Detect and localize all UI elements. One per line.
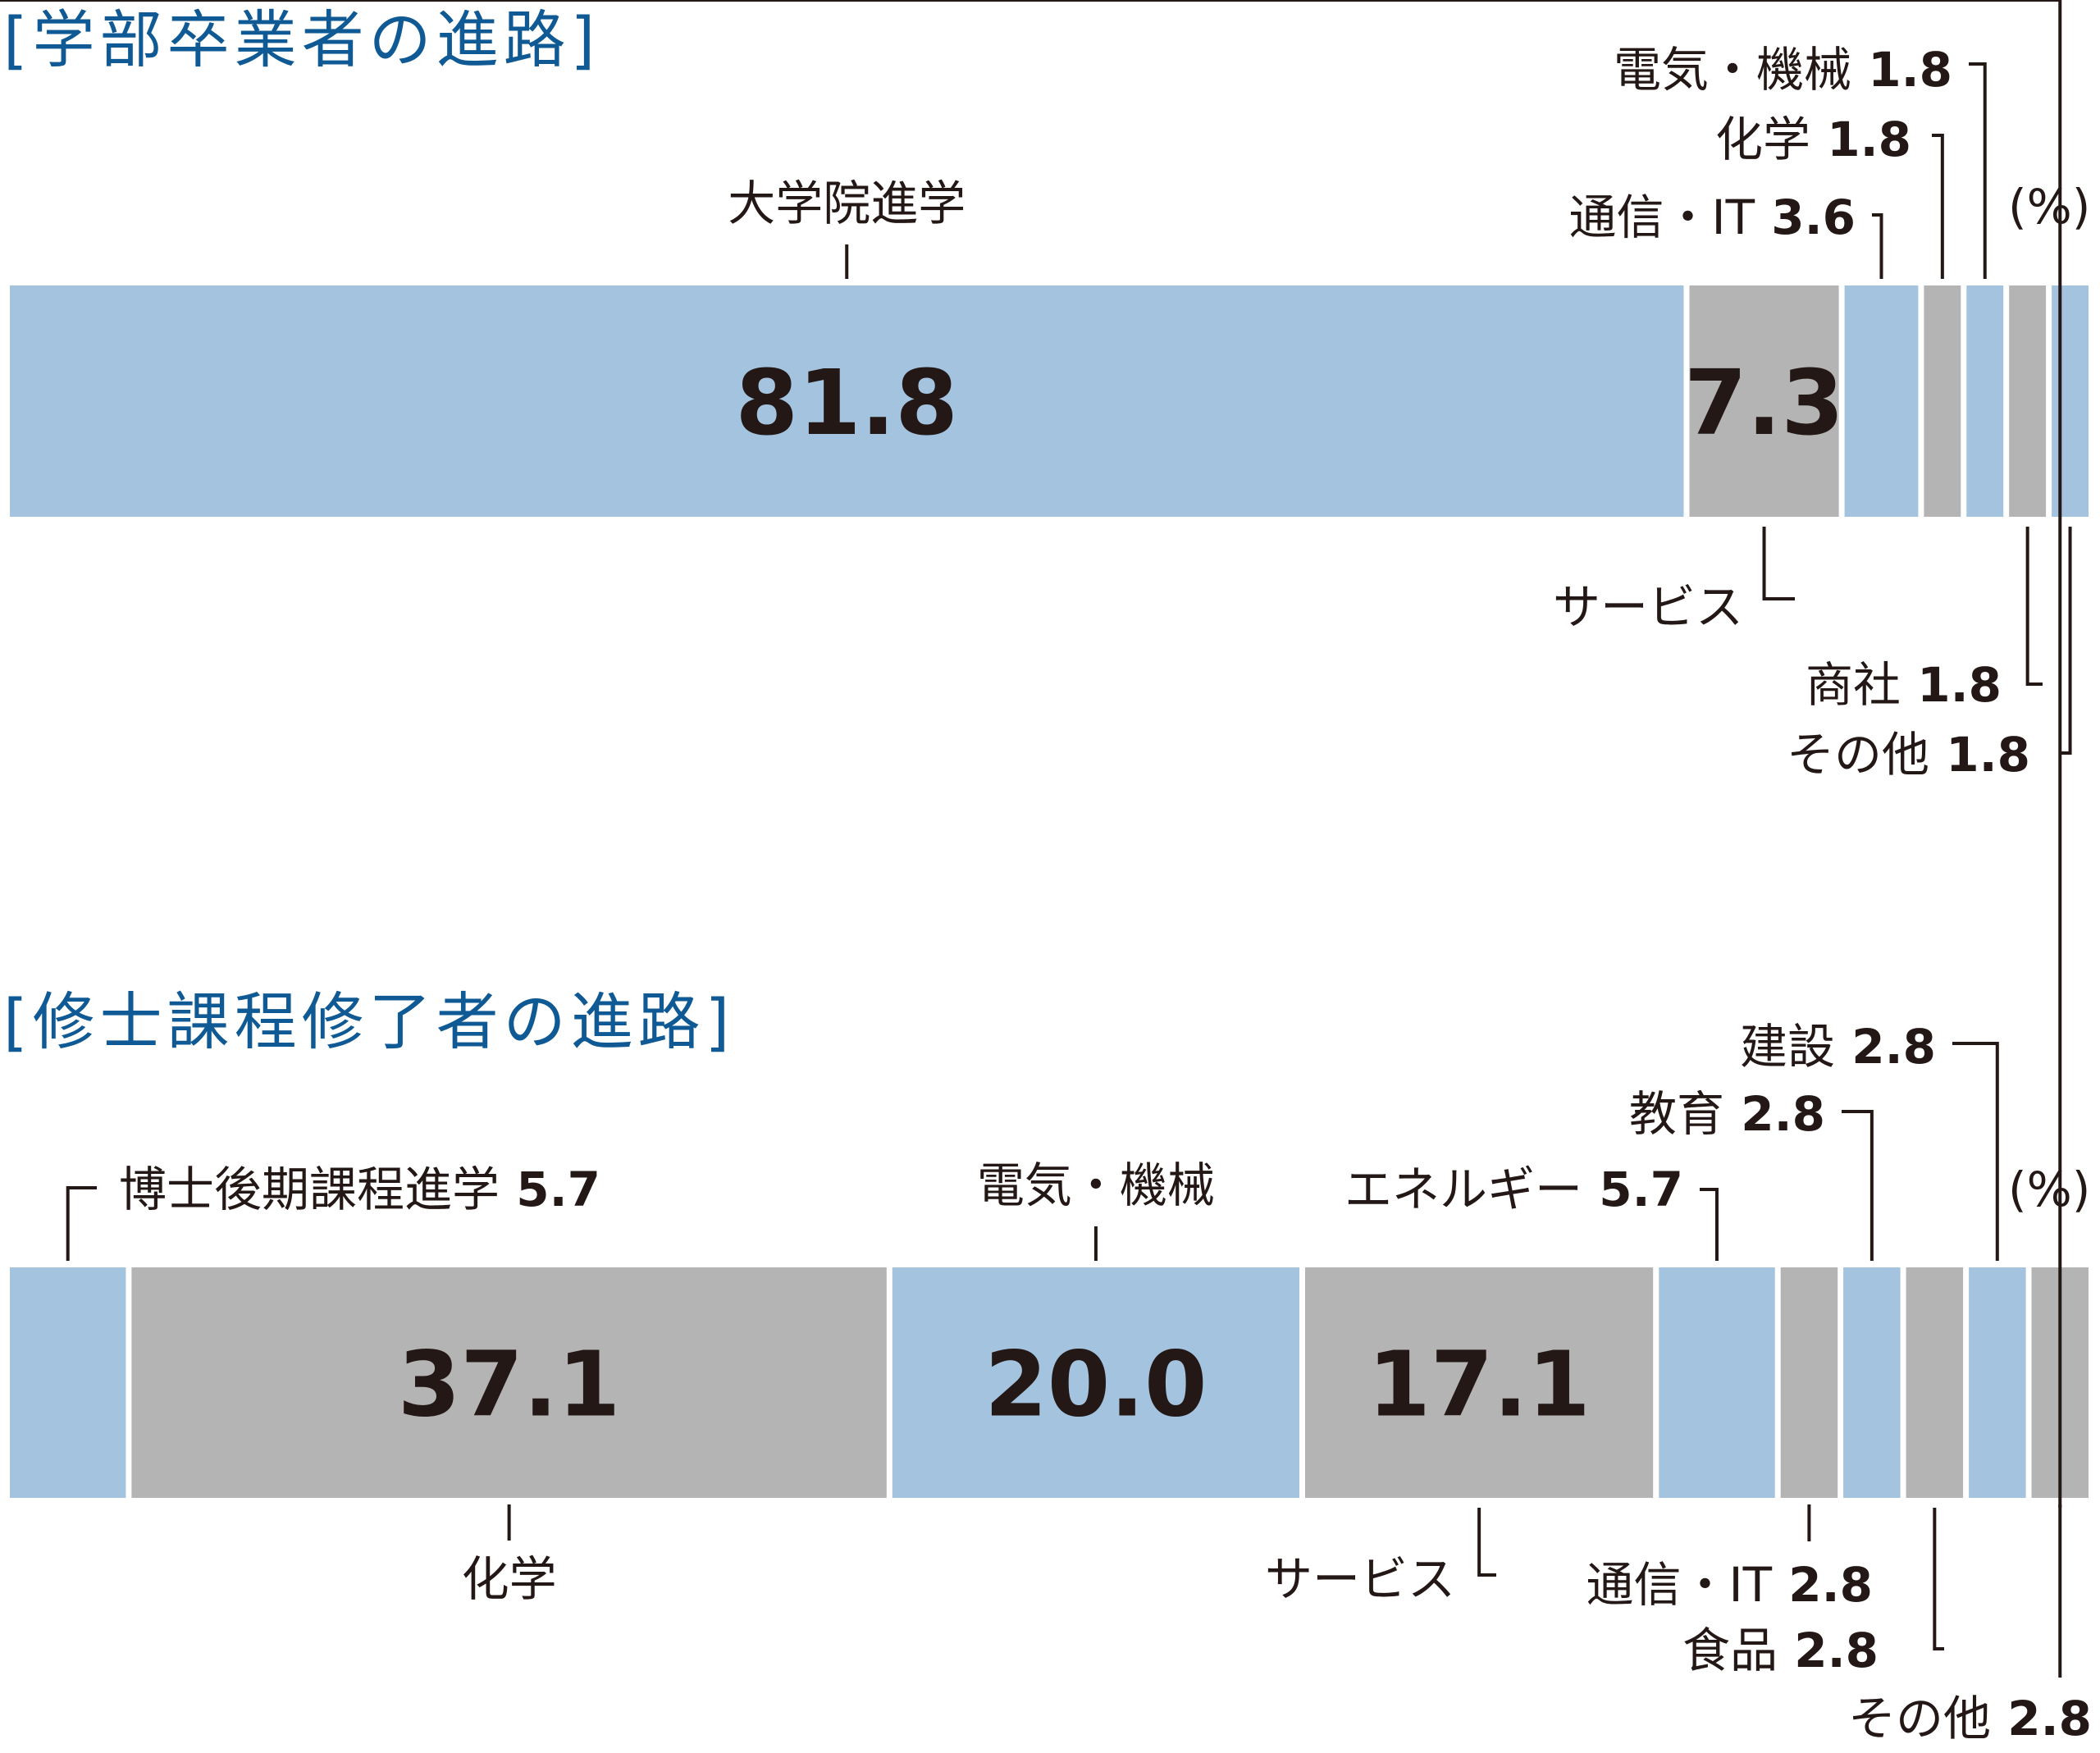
chart-1-bar-7 <box>2052 285 2089 517</box>
chart-1-bar-4 <box>1924 285 1961 517</box>
chart-2-seg-label-9-leader <box>1952 1042 1999 1261</box>
chart-1-title: [学部卒業者の進路] <box>3 3 600 76</box>
chart-2-title: [修士課程修了者の進路] <box>3 985 734 1058</box>
chart-1-seg-label-2: サービス <box>1553 579 1743 635</box>
chart-2-bar-6 <box>1780 1267 1838 1498</box>
chart-1-seg-label-7: その他 1.8 <box>1787 727 2030 783</box>
chart-2-bar-1 <box>10 1267 126 1498</box>
chart-2-bar-3 <box>892 1267 1299 1498</box>
chart-1-bar-5 <box>1966 285 2004 517</box>
chart-2-seg-label-7-value: 2.8 <box>1724 1086 1825 1142</box>
chart-2-bar-2 <box>131 1267 887 1498</box>
chart-2-value-label-3: 20.0 <box>984 1332 1207 1437</box>
chart-1-seg-label-7-name: その他 <box>1787 727 1929 783</box>
chart-2-seg-label-3: 電気・機械 <box>977 1157 1215 1213</box>
chart-2-seg-label-4-name: サービス <box>1265 1551 1455 1607</box>
chart-2-seg-label-5-value: 5.7 <box>1582 1162 1683 1217</box>
chart-2-value-label-4: 17.1 <box>1367 1332 1590 1437</box>
chart-1-seg-label-3-leader <box>1872 213 1883 279</box>
chart-1-seg-label-4-value: 1.8 <box>1810 112 1911 167</box>
chart-2-bar-9 <box>1969 1267 2026 1498</box>
chart-1-seg-label-6: 商社 1.8 <box>1806 657 2002 713</box>
chart-1-seg-label-7-value: 1.8 <box>1929 727 2030 783</box>
chart-1-seg-label-6-value: 1.8 <box>1901 657 2002 713</box>
chart-2-seg-label-10-value: 2.8 <box>1991 1691 2092 1746</box>
chart-2-seg-label-2: 化学 <box>462 1551 557 1607</box>
chart-2-seg-label-5-name: エネルギー <box>1344 1162 1582 1217</box>
chart-1-bar-6 <box>2009 285 2047 517</box>
chart-2-bar-8 <box>1906 1267 1964 1498</box>
chart-2-seg-label-6: 通信・IT 2.8 <box>1586 1557 1874 1613</box>
chart-2-seg-label-5-leader <box>1700 1188 1719 1261</box>
chart-2-bar-7 <box>1843 1267 1901 1498</box>
chart-2-seg-label-7: 教育 2.8 <box>1629 1086 1825 1142</box>
chart-1-seg-label-3-value: 3.6 <box>1755 189 1856 245</box>
chart-1-seg-label-4-leader <box>1932 134 1944 279</box>
chart-2-seg-label-3-name: 電気・機械 <box>977 1157 1215 1213</box>
chart-2-seg-label-10: その他 2.8 <box>1848 1691 2092 1746</box>
chart-1-seg-label-5: 電気・機械 1.8 <box>1614 42 1952 98</box>
chart-2-seg-label-5: エネルギー 5.7 <box>1344 1162 1683 1217</box>
chart-2-seg-label-8-value: 2.8 <box>1778 1623 1879 1678</box>
chart-1-unit: (%) <box>2008 179 2090 235</box>
chart-2-seg-label-9-name: 建設 <box>1740 1019 1835 1075</box>
chart-1-seg-label-3-name: 通信・IT <box>1569 189 1755 245</box>
chart-1-seg-label-5-name: 電気・機械 <box>1614 42 1851 98</box>
chart-1-seg-label-4-name: 化学 <box>1715 112 1810 167</box>
chart-1-seg-label-5-leader <box>1969 62 1987 279</box>
chart-2-seg-label-6-value: 2.8 <box>1772 1557 1873 1613</box>
chart-2-bar-5 <box>1659 1267 1775 1498</box>
chart-2-seg-label-1-name: 博士後期課程進学 <box>119 1162 500 1217</box>
chart-2-seg-label-9-value: 2.8 <box>1835 1019 1936 1075</box>
chart-2-seg-label-4: サービス <box>1265 1551 1455 1607</box>
chart-1-seg-label-2-leader <box>1762 527 1795 600</box>
chart-2-seg-label-10-name: その他 <box>1848 1691 1991 1746</box>
chart-1-value-label-2: 7.3 <box>1684 350 1844 455</box>
chart-2-seg-label-8-name: 食品 <box>1682 1623 1778 1678</box>
chart-2-bar-4 <box>1305 1267 1654 1498</box>
chart-2-seg-label-1: 博士後期課程進学 5.7 <box>119 1162 600 1217</box>
chart-2-seg-label-8: 食品 2.8 <box>1682 1623 1879 1678</box>
chart-2-seg-label-4-leader <box>1477 1508 1496 1577</box>
chart-2-seg-label-8-leader <box>1933 1508 1944 1650</box>
chart-2-seg-label-7-name: 教育 <box>1629 1086 1724 1142</box>
chart-1-seg-label-4: 化学 1.8 <box>1715 112 1911 167</box>
chart-2-value-label-2: 37.1 <box>398 1332 620 1437</box>
chart-1-bar-3 <box>1844 285 1919 517</box>
chart-1-seg-label-1: 大学院進学 <box>728 176 966 231</box>
chart-1-value-label-1: 81.8 <box>735 350 957 455</box>
chart-1-bar-1 <box>10 285 1684 517</box>
chart-2-seg-label-10-leader <box>0 0 2062 1508</box>
chart-2-seg-label-9: 建設 2.8 <box>1740 1019 1936 1075</box>
chart-2-seg-label-7-leader <box>1842 1110 1874 1261</box>
chart-2-seg-label-6-name: 通信・IT <box>1586 1557 1773 1613</box>
chart-2-seg-label-1-leader <box>66 1186 97 1261</box>
chart-1-seg-label-3: 通信・IT 3.6 <box>1569 189 1856 245</box>
chart-1-seg-label-7-leader <box>2059 527 2072 755</box>
chart-2-seg-label-1-value: 5.7 <box>500 1162 600 1217</box>
chart-1-seg-label-5-value: 1.8 <box>1851 42 1952 98</box>
chart-2-seg-label-2-name: 化学 <box>462 1551 557 1607</box>
chart-1-bar-2 <box>1689 285 1839 517</box>
chart-1-seg-label-6-leader <box>2025 527 2043 686</box>
chart-1-seg-label-6-name: 商社 <box>1806 657 1901 713</box>
chart-2-unit: (%) <box>2008 1162 2090 1217</box>
chart-1-seg-label-2-name: サービス <box>1553 579 1743 635</box>
chart-1-seg-label-1-name: 大学院進学 <box>728 176 966 231</box>
